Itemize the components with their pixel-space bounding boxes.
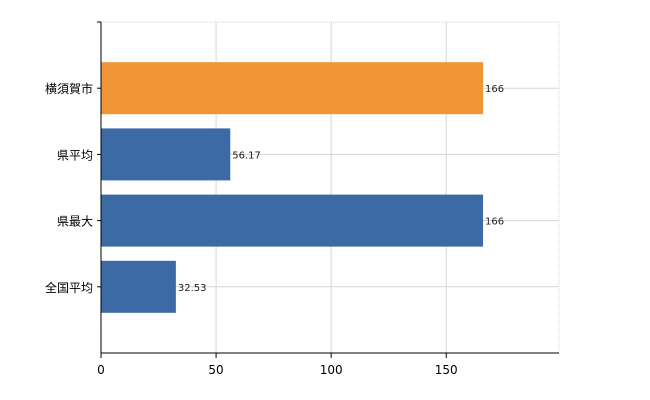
category-label-0: 横須賀市 [45, 81, 93, 96]
data-label-0: 166 [485, 84, 504, 95]
bar-0 [101, 62, 484, 115]
x-tick-label-3: 150 [435, 363, 458, 377]
labels: 166 横須賀市 56.17 県平均 166 県最大 32.53 全国平均 0 50 100 150 [45, 81, 504, 377]
bars [101, 62, 484, 313]
bar-1 [101, 128, 231, 181]
category-label-3: 全国平均 [45, 280, 93, 295]
x-tick-label-2: 100 [320, 363, 343, 377]
bar-3 [101, 260, 176, 313]
x-tick-label-1: 50 [208, 363, 223, 377]
data-label-1: 56.17 [232, 150, 261, 161]
bar-2 [101, 194, 484, 247]
x-tick-label-0: 0 [97, 363, 105, 377]
category-label-2: 県最大 [57, 215, 93, 229]
data-label-3: 32.53 [178, 283, 207, 294]
category-label-1: 県平均 [57, 148, 93, 162]
axes [97, 21, 559, 358]
data-label-2: 166 [485, 217, 504, 228]
